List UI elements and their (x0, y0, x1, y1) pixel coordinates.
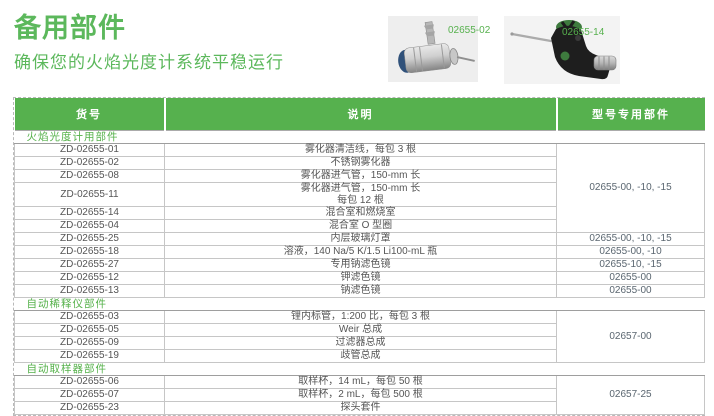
col-header-model: 型号专用部件 (555, 98, 705, 131)
description-cell: Weir 总成 (164, 323, 557, 338)
parts-table: 货号 说明 型号专用部件 火焰光度计用部件 ZD-02655-01 雾化器清洁线，每… (14, 98, 705, 416)
part-number-cell: ZD-02655-02 (14, 156, 165, 171)
description-cell: 溶液，140 Na/5 K/1.5 Li100-mL 瓶 (164, 245, 557, 260)
part-number-cell: ZD-02655-11 (14, 182, 165, 208)
model-cell: 02655-00 (556, 271, 705, 286)
description-cell: 歧管总成 (164, 349, 557, 364)
part-number-cell: ZD-02655-09 (14, 336, 165, 351)
part-number-cell: ZD-02655-27 (14, 258, 165, 273)
table-row: ZD-02655-03 锂内标管，1:200 比，每包 3 根 02657-00 (14, 310, 705, 364)
table-row: ZD-02655-27 专用钠滤色镜 02655-10, -15 (14, 258, 705, 273)
model-cell: 02655-00, -10, -15 (556, 232, 705, 247)
table-row: ZD-02655-05 Weir 总成 (14, 323, 705, 338)
description-cell: 过滤器总成 (164, 336, 557, 351)
part-number-cell: ZD-02655-14 (14, 206, 165, 221)
part-number-cell: ZD-02655-06 (14, 375, 165, 390)
section-title: 火焰光度计用部件 (14, 129, 705, 145)
part-number-cell: ZD-02655-23 (14, 401, 165, 416)
part-number-cell: ZD-02655-12 (14, 271, 165, 286)
table-row: ZD-02655-12 钾滤色镜 02655-00 (14, 271, 705, 286)
table-header-row: 货号 说明 型号专用部件 (14, 98, 705, 131)
description-cell: 取样杯，14 mL，每包 50 根 (164, 375, 557, 390)
model-cell: 02655-00, -10, -15 (556, 143, 705, 234)
section-header-row: 自动稀释仪部件 (14, 297, 705, 312)
page-title: 备用部件 (14, 13, 126, 43)
description-cell: 雾化器进气管，150-mm 长 每包 12 根 (164, 182, 557, 208)
part-number-cell: ZD-02655-18 (14, 245, 165, 260)
table-row: ZD-02655-23 探头套件 (14, 401, 705, 416)
parts-table-wrap: 货号 说明 型号专用部件 火焰光度计用部件 ZD-02655-01 雾化器清洁线，每… (13, 97, 705, 416)
section-header-row: 自动取样器部件 (14, 362, 705, 377)
col-header-description: 说明 (163, 98, 557, 131)
description-cell: 雾化器进气管，150-mm 长 (164, 169, 557, 184)
col-header-part-number: 货号 (14, 98, 165, 131)
table-row: ZD-02655-11 雾化器进气管，150-mm 长 每包 12 根 (14, 182, 705, 208)
section-header-row: 火焰光度计用部件 (14, 129, 705, 145)
model-cell: 02655-00 (556, 284, 705, 299)
product-burner: 02655-14 (504, 16, 620, 84)
model-cell: 02655-00, -10 (556, 245, 705, 260)
description-cell: 雾化器清洁线，每包 3 根 (164, 143, 557, 158)
description-cell: 不锈钢雾化器 (164, 156, 557, 171)
model-cell: 02655-10, -15 (556, 258, 705, 273)
section-title: 自动取样器部件 (14, 362, 705, 377)
part-number-cell: ZD-02655-19 (14, 349, 165, 364)
table-row: ZD-02655-13 钠滤色镜 02655-00 (14, 284, 705, 299)
table-row: ZD-02655-06 取样杯，14 mL，每包 50 根 02657-25 (14, 375, 705, 416)
description-cell: 钠滤色镜 (164, 284, 557, 299)
part-number-cell: ZD-02655-03 (14, 310, 165, 325)
part-number-cell: ZD-02655-08 (14, 169, 165, 184)
description-cell: 混合室和燃烧室 (164, 206, 557, 221)
part-number-cell: ZD-02655-07 (14, 388, 165, 403)
section-title: 自动稀释仪部件 (14, 297, 705, 312)
model-cell: 02657-00 (556, 310, 705, 364)
description-cell: 内层玻璃灯罩 (164, 232, 557, 247)
table-row: ZD-02655-19 歧管总成 (14, 349, 705, 364)
product-label-burner: 02655-14 (562, 27, 605, 38)
part-number-cell: ZD-02655-04 (14, 219, 165, 234)
description-cell: 专用钠滤色镜 (164, 258, 557, 273)
product-label-atomizer: 02655-02 (448, 25, 491, 36)
product-photos: 02655-02 02655-14 (388, 16, 620, 84)
part-number-cell: ZD-02655-01 (14, 143, 165, 158)
description-cell: 锂内标管，1:200 比，每包 3 根 (164, 310, 557, 325)
page-subtitle: 确保您的火焰光度计系统平稳运行 (14, 53, 284, 72)
atomizer-photo-icon (388, 16, 478, 82)
product-atomizer: 02655-02 (388, 16, 490, 84)
burner-photo-icon (504, 16, 620, 84)
description-cell: 混合室 O 型圈 (164, 219, 557, 234)
description-cell: 探头套件 (164, 401, 557, 416)
part-number-cell: ZD-02655-13 (14, 284, 165, 299)
part-number-cell: ZD-02655-05 (14, 323, 165, 338)
table-row: ZD-02655-01 雾化器清洁线，每包 3 根 02655-00, -10, -… (14, 143, 705, 234)
description-cell: 钾滤色镜 (164, 271, 557, 286)
model-cell: 02657-25 (556, 375, 705, 416)
table-row: ZD-02655-25 内层玻璃灯罩 02655-00, -10, -15 (14, 232, 705, 247)
parts-table-body: 火焰光度计用部件 ZD-02655-01 雾化器清洁线，每包 3 根 02655-00… (14, 129, 705, 416)
part-number-cell: ZD-02655-25 (14, 232, 165, 247)
description-cell: 取样杯，2 mL，每包 500 根 (164, 388, 557, 403)
